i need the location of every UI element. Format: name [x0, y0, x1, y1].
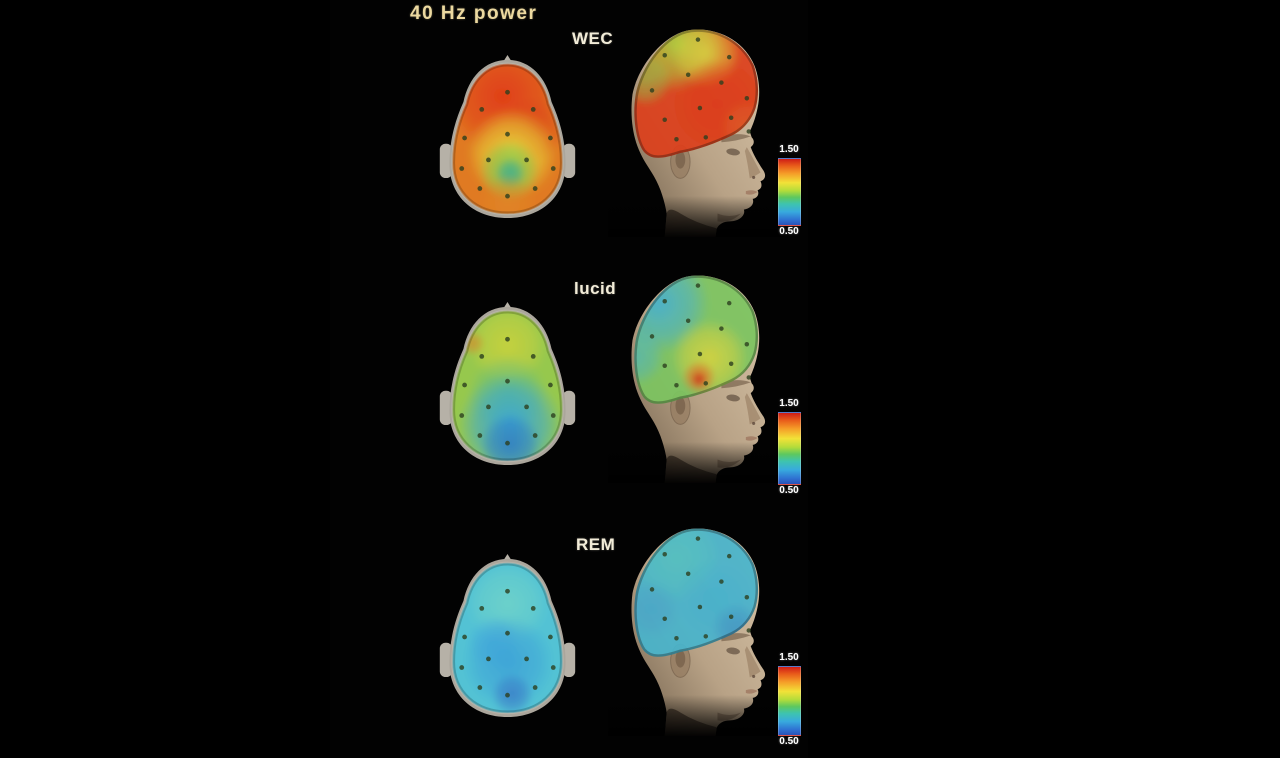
lucid-side-view-scalp-map — [608, 268, 784, 483]
rem-top-view-scalp-map — [436, 551, 579, 723]
wec-top-view-scalp-map — [436, 52, 579, 224]
colorbar-gradient — [778, 158, 801, 226]
lucid-top-view-scalp-map — [436, 299, 579, 471]
wec-side-view-scalp-map — [608, 22, 784, 237]
colorbar-min-label: 0.50 — [779, 226, 799, 237]
condition-label-lucid: lucid — [574, 279, 617, 298]
condition-label-wec: WEC — [572, 29, 614, 48]
rem-side-view-scalp-map — [608, 521, 784, 736]
colorbar-max-label: 1.50 — [779, 652, 799, 663]
condition-label-rem: REM — [576, 535, 616, 554]
colorbar-gradient — [778, 412, 801, 485]
figure-title: 40 Hz power — [410, 3, 538, 24]
colorbar-max-label: 1.50 — [779, 398, 799, 409]
colorbar-max-label: 1.50 — [779, 144, 799, 155]
colorbar-min-label: 0.50 — [779, 485, 799, 496]
colorbar-gradient — [778, 666, 801, 736]
colorbar-min-label: 0.50 — [779, 736, 799, 747]
